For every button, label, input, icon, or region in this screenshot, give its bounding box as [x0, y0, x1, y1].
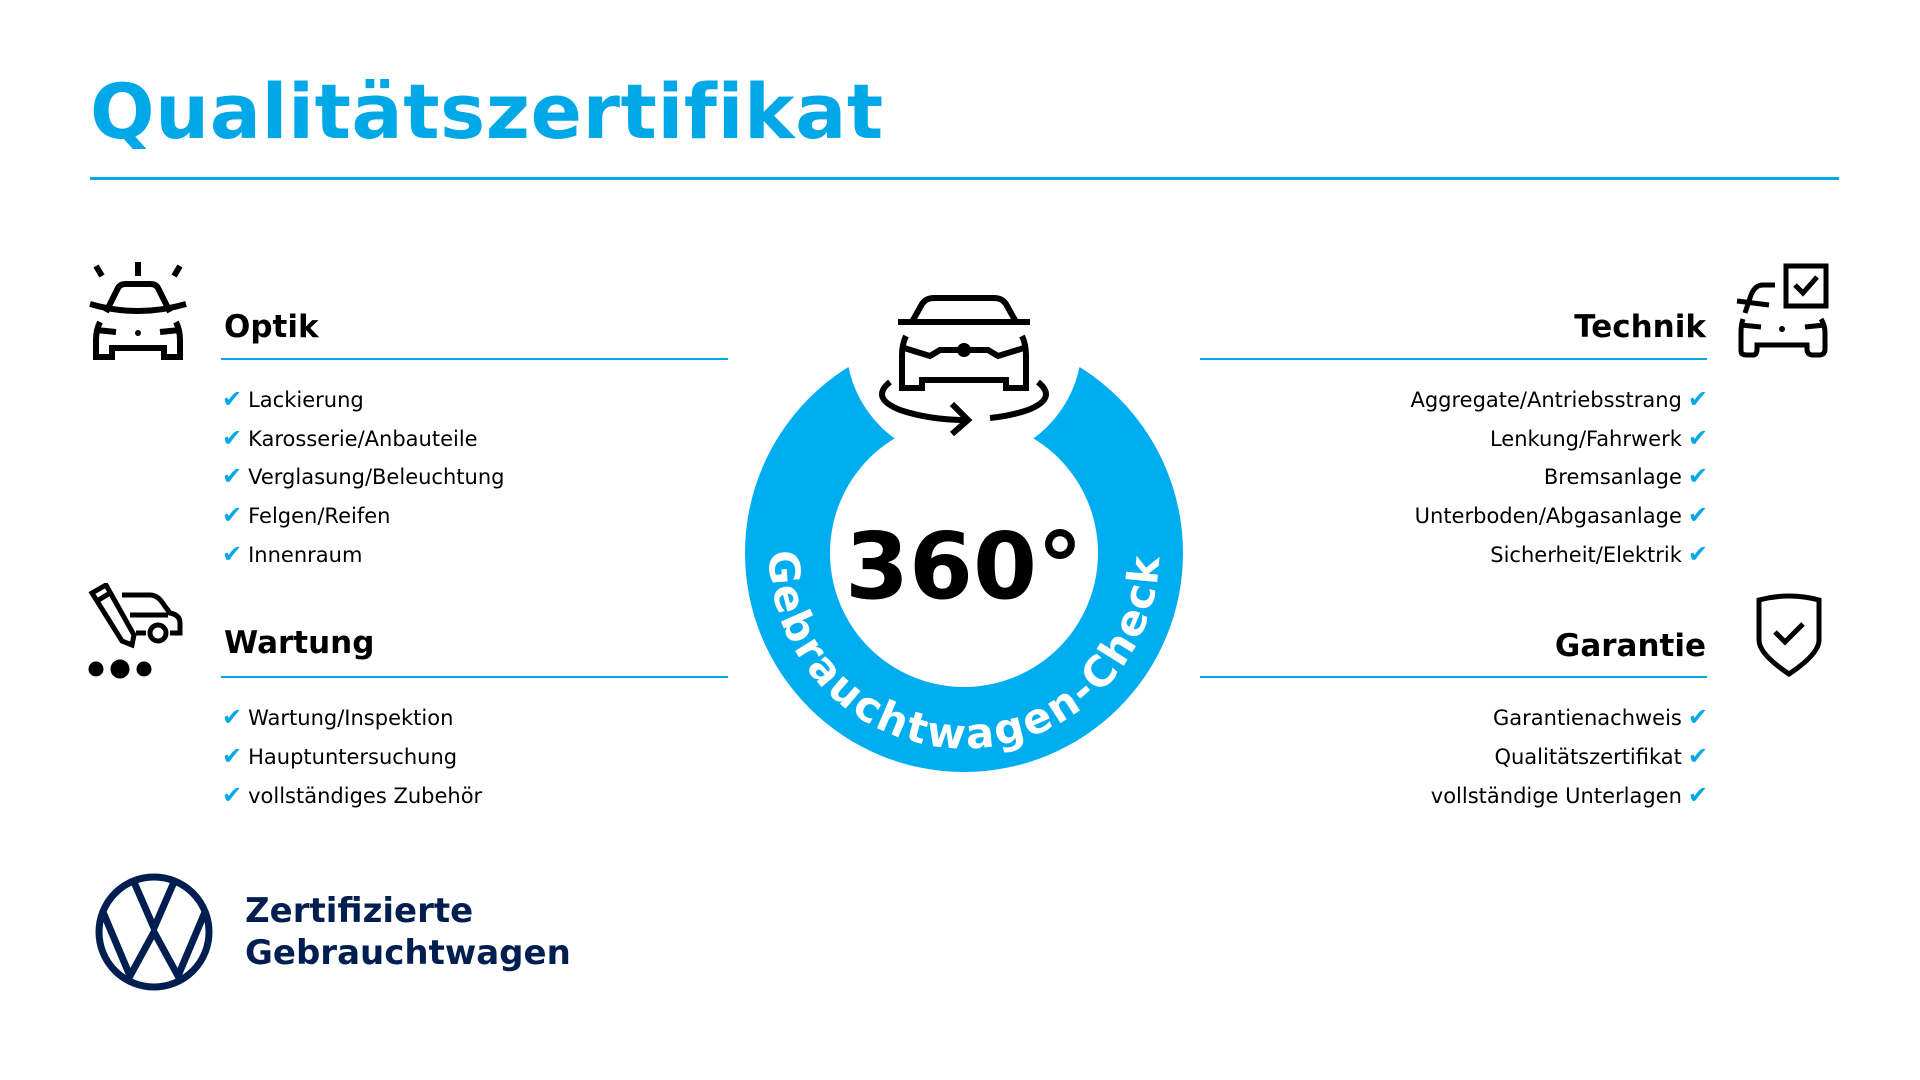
list-item: Unterboden/Abgasanlage ✔	[1414, 501, 1708, 529]
list-item: ✔ Karosserie/Anbauteile	[222, 424, 478, 452]
section-heading-garantie: Garantie	[1554, 628, 1706, 664]
check-icon: ✔	[222, 703, 243, 731]
list-item: ✔ Lackierung	[222, 385, 364, 413]
shield-check-icon	[1756, 593, 1822, 678]
car-checkbox-icon	[1736, 263, 1829, 358]
list-item: ✔ Innenraum	[222, 540, 363, 568]
section-heading-technik: Technik	[1574, 309, 1706, 345]
check-icon: ✔	[222, 385, 243, 413]
section-divider-garantie	[1200, 676, 1707, 678]
check-icon: ✔	[1687, 385, 1708, 413]
check-icon: ✔	[222, 540, 243, 568]
list-item: Lenkung/Fahrwerk ✔	[1489, 424, 1708, 452]
check-icon: ✔	[222, 424, 243, 452]
list-item: Qualitätszertifikat ✔	[1494, 742, 1708, 770]
car-front-lights-icon	[89, 262, 187, 360]
check-icon: ✔	[1687, 540, 1708, 568]
check-icon: ✔	[1687, 462, 1708, 490]
car-rotate-icon	[879, 295, 1049, 437]
check-icon: ✔	[222, 462, 243, 490]
list-item: ✔ Verglasung/Beleuchtung	[222, 462, 505, 490]
list-item: Bremsanlage ✔	[1543, 462, 1708, 490]
section-divider-wartung	[221, 676, 728, 678]
badge-ring	[745, 334, 1183, 772]
service-pencil-van-icon	[88, 583, 183, 679]
check-icon: ✔	[1687, 501, 1708, 529]
list-item: Garantienachweis ✔	[1493, 703, 1708, 731]
section-heading-optik: Optik	[224, 309, 319, 345]
section-divider-optik	[221, 358, 728, 360]
section-heading-wartung: Wartung	[224, 625, 375, 661]
list-item: Sicherheit/Elektrik ✔	[1490, 540, 1708, 568]
check-icon: ✔	[1687, 703, 1708, 731]
section-divider-technik	[1200, 358, 1707, 360]
check-icon: ✔	[222, 781, 243, 809]
check-icon: ✔	[222, 742, 243, 770]
list-item: ✔ Wartung/Inspektion	[222, 703, 454, 731]
list-item: ✔ Hauptuntersuchung	[222, 742, 458, 770]
list-item: vollständige Unterlagen ✔	[1430, 781, 1708, 809]
vw-logo	[95, 873, 213, 991]
badge-degrees: 360°	[845, 513, 1083, 620]
list-item: Aggregate/Antriebsstrang ✔	[1410, 385, 1708, 413]
check-icon: ✔	[1687, 781, 1708, 809]
check-icon: ✔	[1687, 424, 1708, 452]
check-icon: ✔	[222, 501, 243, 529]
page-title: Qualitätszertifikat	[90, 67, 884, 156]
brand-text: Zertifizierte Gebrauchtwagen	[245, 891, 571, 973]
title-divider	[90, 177, 1839, 180]
check-icon: ✔	[1687, 742, 1708, 770]
list-item: ✔ Felgen/Reifen	[222, 501, 391, 529]
list-item: ✔ vollständiges Zubehör	[222, 781, 483, 809]
